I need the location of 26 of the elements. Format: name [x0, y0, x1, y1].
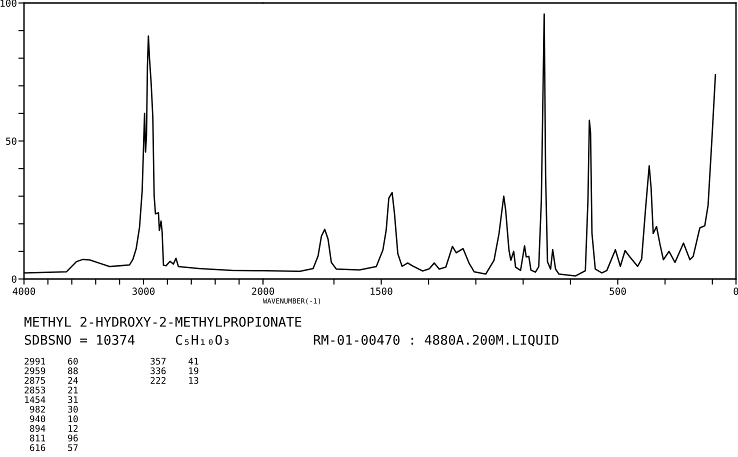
text: 336 19: [150, 367, 198, 374]
x-tick-label: 0: [734, 288, 738, 295]
x-tick-label: 3000: [132, 288, 155, 295]
text: 222 13: [150, 377, 198, 384]
text: 2853 21: [24, 386, 78, 394]
text: 811 96: [30, 434, 78, 442]
x-tick-label: 1500: [370, 288, 392, 295]
text: METHYL 2-HYDROXY-2-METHYLPROPIONATE: [24, 316, 302, 327]
y-tick-label: 0: [12, 276, 16, 283]
y-tick-label: 50: [6, 138, 16, 145]
text: 982 30: [30, 406, 78, 413]
text: C₅H₁₀O₃: [176, 334, 229, 345]
text: 2959 88: [24, 367, 78, 374]
text: SDBSNO = 10374: [24, 334, 135, 345]
text: 2991 60: [24, 358, 78, 365]
x-tick-label: 4000: [12, 288, 36, 295]
text: 2875 24: [24, 377, 78, 384]
text: 1454 31: [25, 396, 78, 404]
x-tick-label: 2000: [252, 288, 274, 295]
y-tick-label: 100: [0, 0, 16, 7]
x-tick-label: 500: [610, 288, 626, 295]
text: RM-01-00470 : 4880A.200M.LIQUID: [314, 334, 558, 346]
text: 357 41: [150, 358, 198, 365]
text: 616 57: [30, 444, 78, 452]
text: 894 12: [30, 425, 78, 432]
text: 940 10: [30, 415, 78, 422]
